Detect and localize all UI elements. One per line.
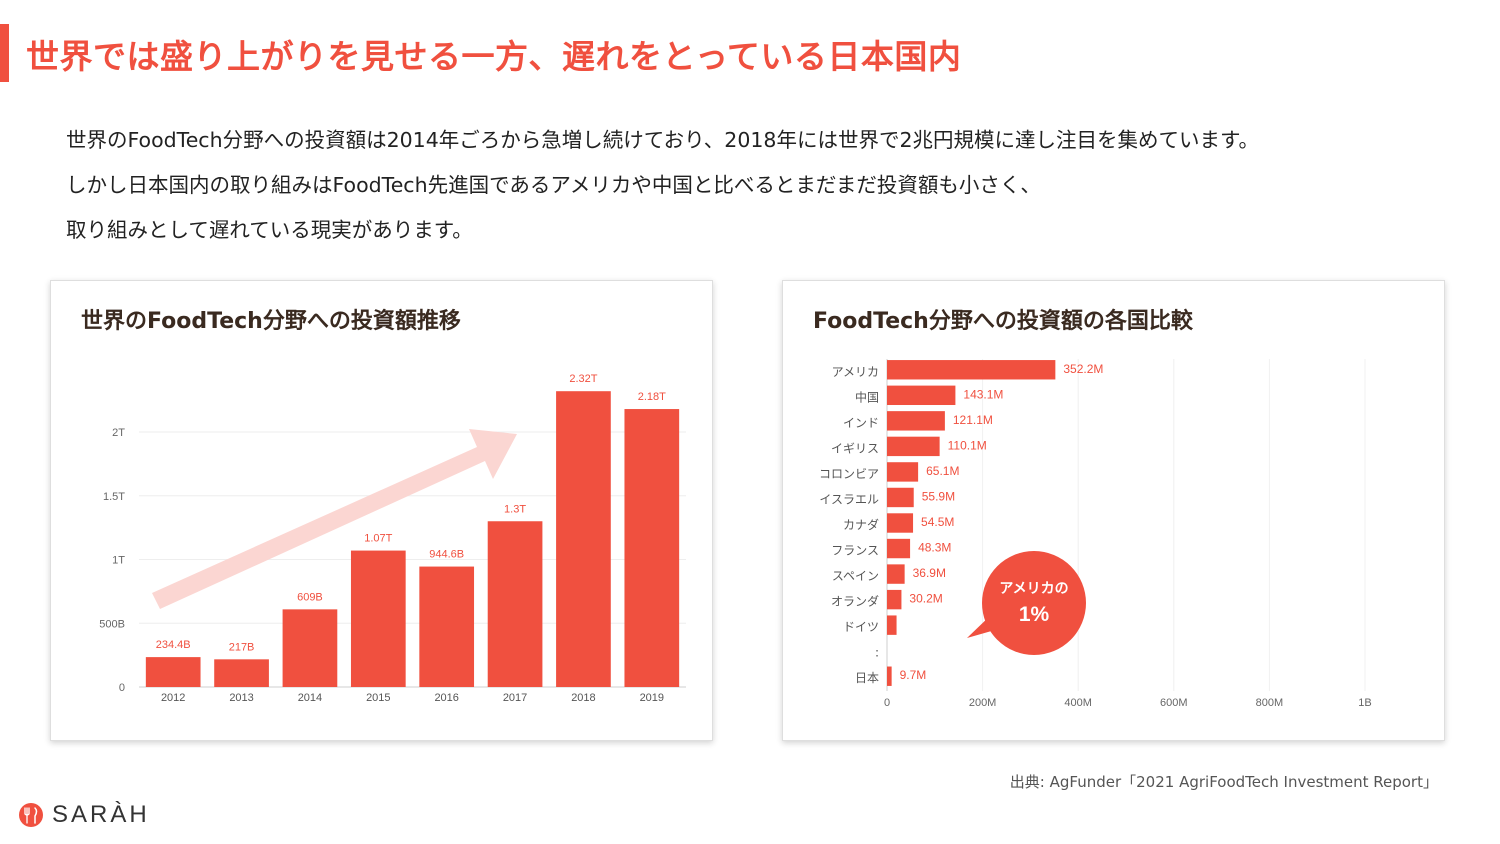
data-label: 2.18T xyxy=(638,391,666,403)
country-chart-title: FoodTech分野への投資額の各国比較 xyxy=(813,309,1193,334)
y-category-label: イギリス xyxy=(831,441,879,455)
bar xyxy=(887,487,914,508)
data-label: 2.32T xyxy=(569,373,597,385)
data-label: 30.2M xyxy=(909,592,942,606)
x-tick-label: 2012 xyxy=(161,692,185,704)
source-citation: 出典: AgFunder「2021 AgriFoodTech Investmen… xyxy=(1009,773,1438,791)
callout-bubble xyxy=(982,551,1086,655)
intro-line: 世界のFoodTech分野への投資額は2014年ごろから急増し続けており、201… xyxy=(66,128,1259,152)
trend-arrow xyxy=(152,429,517,609)
data-label: 1.3T xyxy=(504,503,526,515)
sarah-logo: SARÀH xyxy=(18,800,150,830)
bar xyxy=(556,391,611,687)
bar xyxy=(282,609,338,687)
country-comparison-chart: 0 200M 400M 600M 800M 1B アメリカ 352.2M 中国 143.1M インド… xyxy=(819,359,1372,709)
fork-knife-logo-icon xyxy=(19,803,43,827)
data-label: 48.3M xyxy=(918,541,951,555)
x-tick-label: 2019 xyxy=(640,692,664,704)
x-tick-label: 200M xyxy=(969,697,997,709)
y-tick-label: 0 xyxy=(119,682,125,694)
bar xyxy=(887,411,945,431)
x-tick-label: 2018 xyxy=(571,692,595,704)
yearly-investment-chart: 0 500B 1T 1.5T 2T 234.4B 2012 217B 2013 609B 2014 1… xyxy=(99,373,686,704)
data-label: 54.5M xyxy=(921,515,954,529)
data-label: 234.4B xyxy=(156,639,191,651)
x-tick-label: 2014 xyxy=(298,692,322,704)
data-label: 217B xyxy=(229,641,255,653)
intro-line: 取り組みとして遅れている現実があります。 xyxy=(66,218,473,242)
x-tick-label: 2013 xyxy=(229,692,253,704)
callout-percent: 1% xyxy=(1019,603,1050,626)
y-category-label: アメリカ xyxy=(832,365,879,379)
data-label: 352.2M xyxy=(1063,362,1103,376)
data-label: 65.1M xyxy=(926,464,959,478)
x-tick-label: 2015 xyxy=(366,692,390,704)
bar xyxy=(214,659,269,687)
slide-title: 世界では盛り上がりを見せる一方、遅れをとっている日本国内 xyxy=(26,37,962,76)
y-category-label: インド xyxy=(843,416,879,430)
data-label: 110.1M xyxy=(948,438,987,452)
y-tick-label: 1.5T xyxy=(103,491,125,503)
bar xyxy=(887,462,919,482)
data-label: 1.07T xyxy=(364,533,392,545)
bar xyxy=(487,521,543,687)
bar xyxy=(887,666,892,686)
bar xyxy=(887,360,1056,380)
x-tick-label: 2017 xyxy=(503,692,527,704)
y-tick-label: 500B xyxy=(99,618,125,630)
callout-text: アメリカの xyxy=(999,581,1068,597)
y-category-label: 中国 xyxy=(855,389,879,404)
logo-wordmark: SARÀH xyxy=(52,801,150,828)
x-tick-label: 800M xyxy=(1256,697,1284,709)
bar xyxy=(887,564,905,584)
y-category-label: オランダ xyxy=(831,594,879,609)
yearly-chart-title: 世界のFoodTech分野への投資額推移 xyxy=(81,309,461,334)
x-tick-label: 400M xyxy=(1064,697,1092,709)
intro-line: しかし日本国内の取り組みはFoodTech先進国であるアメリカや中国と比べるとま… xyxy=(66,173,1041,197)
x-tick-label: 0 xyxy=(884,697,890,709)
y-category-label: : xyxy=(875,646,879,660)
data-label: 9.7M xyxy=(900,668,927,682)
intro-text: 世界のFoodTech分野への投資額は2014年ごろから急増し続けており、201… xyxy=(66,118,1259,253)
data-label: 121.1M xyxy=(953,413,993,427)
y-category-label: 日本 xyxy=(855,671,879,685)
bar xyxy=(887,513,914,533)
data-label: 944.6B xyxy=(429,549,464,561)
country-comparison-card: FoodTech分野への投資額の各国比較 0 200M 400M 600M 800M 1B… xyxy=(782,280,1445,741)
data-label: 143.1M xyxy=(963,387,1003,401)
bar xyxy=(350,550,406,687)
bar xyxy=(624,409,680,687)
y-category-label: カナダ xyxy=(843,517,879,532)
yearly-investment-card: 世界のFoodTech分野への投資額推移 0 500B 1T 1.5T 2T 234.4B… xyxy=(50,280,713,741)
y-category-label: コロンビア xyxy=(819,467,879,481)
y-category-label: ドイツ xyxy=(843,620,879,634)
bar xyxy=(887,538,911,559)
data-label: 36.9M xyxy=(913,566,946,580)
bar xyxy=(887,436,940,457)
bar xyxy=(887,615,897,635)
bar xyxy=(419,566,475,687)
data-label: 55.9M xyxy=(922,489,955,503)
x-tick-label: 1B xyxy=(1358,697,1371,709)
title-accent-bar xyxy=(0,24,9,82)
bar xyxy=(145,657,201,687)
y-tick-label: 1T xyxy=(112,555,125,567)
x-tick-label: 2016 xyxy=(434,692,458,704)
y-category-label: スペイン xyxy=(832,569,879,583)
data-label: 609B xyxy=(297,591,323,603)
y-tick-label: 2T xyxy=(112,427,125,439)
bar xyxy=(887,589,902,610)
x-tick-label: 600M xyxy=(1160,697,1188,709)
y-category-label: イスラエル xyxy=(819,492,879,506)
y-category-label: フランス xyxy=(831,544,879,558)
bar xyxy=(887,385,956,406)
